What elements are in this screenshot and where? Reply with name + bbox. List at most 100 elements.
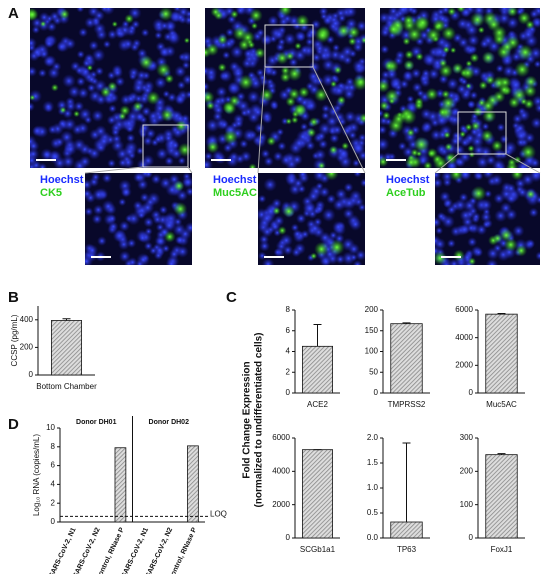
stained-cell — [59, 106, 67, 114]
nucleus — [305, 37, 315, 47]
stained-cell — [415, 150, 423, 157]
nucleus — [261, 212, 273, 225]
nucleus — [480, 211, 492, 223]
stained-cell — [306, 127, 317, 138]
nucleus — [126, 238, 137, 249]
nucleus — [493, 192, 505, 205]
stained-cell — [477, 26, 485, 34]
nucleus — [78, 155, 91, 168]
stained-cell — [513, 155, 522, 164]
x-tick-label: ACE2 — [307, 400, 328, 409]
nucleus — [222, 142, 233, 153]
stained-cell — [441, 96, 456, 111]
nucleus — [297, 173, 308, 180]
x-tick-label: Control, RNase P — [95, 526, 126, 574]
nucleus — [479, 198, 493, 212]
stained-cell — [499, 228, 513, 242]
nucleus — [258, 194, 267, 204]
stained-cell — [427, 149, 435, 157]
y-axis-label: (normalized to undifferentiated cells) — [254, 332, 265, 507]
stained-cell — [280, 65, 291, 76]
y-tick-label: 8 — [51, 442, 56, 451]
nucleus — [181, 73, 190, 86]
nucleus — [490, 173, 503, 187]
nucleus — [177, 156, 186, 165]
stained-cell — [406, 26, 423, 43]
nucleus — [292, 229, 303, 239]
nucleus — [49, 11, 61, 22]
nucleus — [225, 27, 235, 37]
nucleus — [86, 74, 97, 85]
y-tick-label: 200 — [460, 466, 474, 475]
nucleus — [258, 251, 267, 261]
y-tick-label: 0 — [286, 388, 291, 397]
y-tick-label: 0.5 — [367, 508, 379, 517]
nucleus — [256, 28, 265, 38]
nucleus — [427, 67, 440, 80]
stained-cell — [330, 80, 337, 88]
nucleus — [257, 73, 268, 83]
stained-cell — [525, 189, 536, 199]
stained-cell — [414, 97, 424, 107]
stained-cell — [347, 37, 357, 46]
y-tick-label: 2000 — [455, 360, 473, 369]
stained-cell — [432, 18, 446, 33]
nucleus — [435, 143, 448, 156]
zoom-line — [187, 166, 193, 174]
stained-cell — [248, 163, 257, 168]
bar — [302, 449, 333, 539]
stained-cell — [309, 117, 319, 127]
nucleus — [263, 65, 275, 77]
stained-cell — [238, 38, 251, 51]
nucleus — [394, 50, 406, 61]
y-tick-label: 100 — [460, 500, 474, 509]
nucleus — [292, 136, 307, 151]
nucleus — [147, 110, 160, 123]
nucleus — [42, 100, 55, 113]
nucleus — [148, 246, 158, 256]
stained-cell — [444, 142, 453, 151]
nucleus — [219, 69, 233, 83]
nucleus — [163, 133, 174, 143]
nucleus — [278, 16, 290, 28]
nucleus — [152, 214, 163, 225]
nucleus — [92, 188, 106, 202]
stained-cell — [524, 75, 538, 89]
nucleus — [114, 28, 125, 39]
nucleus — [316, 131, 327, 142]
nucleus — [127, 257, 138, 265]
nucleus — [47, 124, 58, 135]
stained-cell — [449, 47, 457, 54]
nucleus — [351, 141, 365, 155]
nucleus — [403, 70, 413, 81]
nucleus — [389, 77, 403, 91]
nucleus — [331, 19, 340, 28]
bar — [187, 445, 199, 523]
stained-cell — [442, 46, 450, 54]
stained-cell — [282, 205, 296, 218]
stained-cell — [456, 8, 466, 13]
nucleus — [342, 196, 357, 210]
nucleus — [295, 213, 307, 224]
y-tick-label: 400 — [20, 315, 34, 324]
nucleus — [380, 44, 390, 55]
stained-cell — [217, 62, 227, 72]
nucleus — [85, 179, 93, 191]
nucleus — [162, 90, 171, 99]
nucleus — [275, 42, 286, 53]
nucleus — [56, 41, 68, 53]
panel-label: D — [8, 416, 19, 433]
nucleus — [332, 43, 341, 52]
nucleus — [111, 66, 124, 79]
nucleus — [515, 129, 528, 142]
stained-cell — [288, 87, 301, 101]
stained-cell — [415, 52, 424, 61]
y-tick-label: 300 — [460, 433, 474, 442]
nucleus — [65, 100, 77, 112]
nucleus — [456, 17, 469, 31]
nucleus — [457, 36, 470, 49]
nucleus — [100, 8, 109, 13]
nucleus — [54, 137, 65, 148]
stained-cell — [347, 25, 361, 39]
y-tick-label: 0 — [29, 370, 34, 379]
